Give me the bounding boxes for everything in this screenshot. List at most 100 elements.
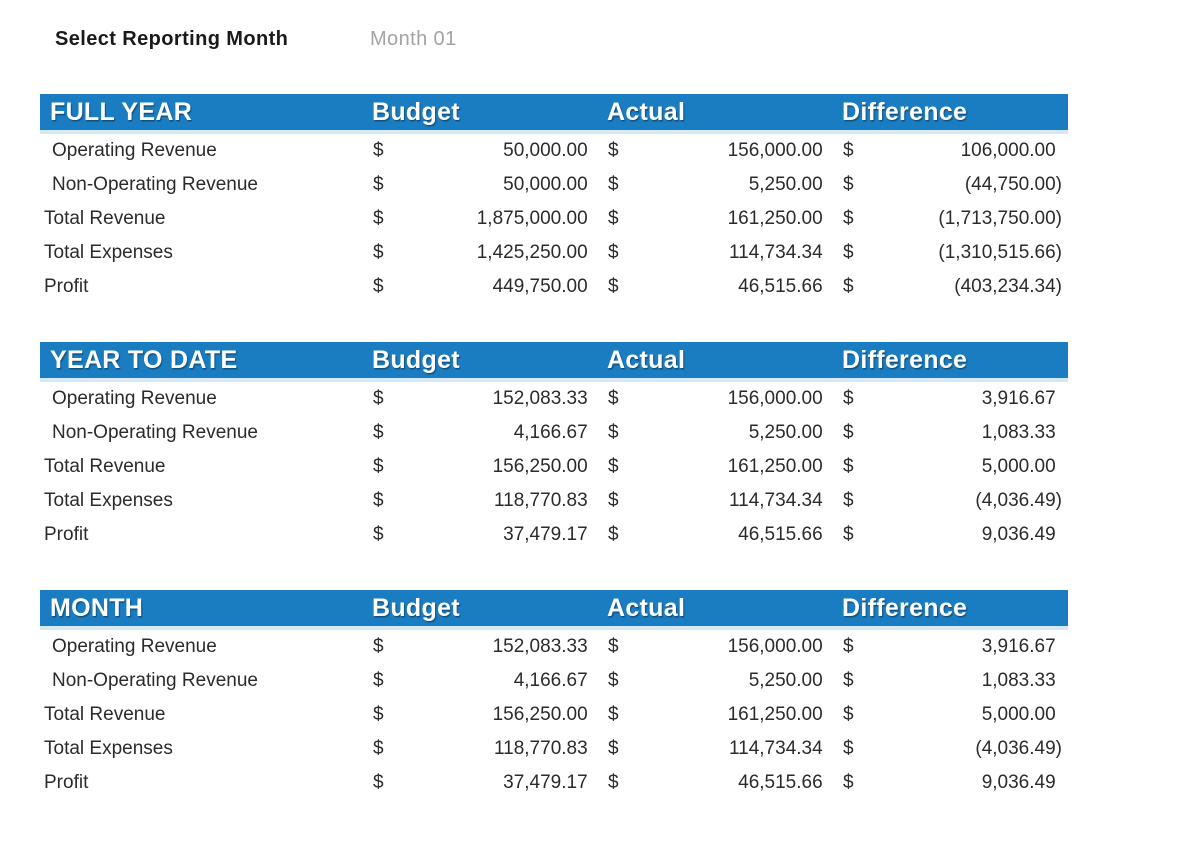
difference-cell: $ (403,234.34) [835,276,1068,298]
actual-cell: $ 5,250.00 [600,670,835,692]
currency-symbol: $ [843,388,854,409]
budget-cell: $ 37,479.17 [365,524,600,546]
actual-amount: 161,250.00 [727,208,823,229]
reporting-month-selector: Select Reporting Month Month 01 [55,28,1200,52]
currency-symbol: $ [608,242,619,263]
table-title: MONTH [50,593,144,622]
difference-cell: $ (44,750.00) [835,174,1068,196]
column-header-actual: Actual [607,593,686,622]
row-label: Operating Revenue [52,140,217,161]
currency-symbol: $ [843,670,854,691]
table-row: Profit $ 37,479.17 $ 46,515.66 $ 9,036.4… [40,518,1068,552]
difference-amount: (1,713,750.00) [938,208,1062,229]
currency-symbol: $ [843,208,854,229]
row-label: Operating Revenue [52,388,217,409]
actual-cell: $ 156,000.00 [600,140,835,162]
actual-cell: $ 161,250.00 [600,456,835,478]
difference-amount: 1,083.33 [981,670,1056,691]
currency-symbol: $ [608,670,619,691]
currency-symbol: $ [843,704,854,725]
difference-cell: $ (1,310,515.66) [835,242,1068,264]
currency-symbol: $ [608,276,619,297]
currency-symbol: $ [373,174,384,195]
difference-amount: 106,000.00 [960,140,1056,161]
budget-amount: 50,000.00 [503,174,588,195]
column-header-actual: Actual [607,97,686,126]
difference-cell: $ 9,036.49 [835,772,1068,794]
difference-amount: 9,036.49 [981,524,1056,545]
difference-amount: (1,310,515.66) [938,242,1062,263]
table-rows: Operating Revenue $ 152,083.33 $ 156,000… [40,382,1068,552]
budget-amount: 1,875,000.00 [476,208,588,229]
difference-amount: 5,000.00 [981,704,1056,725]
tables: FULL YEAR Budget Actual Difference Opera… [40,94,1068,800]
budget-cell: $ 50,000.00 [365,174,600,196]
currency-symbol: $ [608,208,619,229]
budget-cell: $ 1,875,000.00 [365,208,600,230]
actual-cell: $ 114,734.34 [600,242,835,264]
table-row: Total Revenue $ 1,875,000.00 $ 161,250.0… [40,202,1068,236]
table-year-to-date: YEAR TO DATE Budget Actual Difference Op… [40,342,1068,552]
actual-amount: 46,515.66 [738,772,823,793]
column-header-budget: Budget [372,97,460,126]
actual-cell: $ 46,515.66 [600,524,835,546]
table-row: Total Expenses $ 1,425,250.00 $ 114,734.… [40,236,1068,270]
budget-amount: 37,479.17 [503,524,588,545]
currency-symbol: $ [373,388,384,409]
row-label: Profit [44,524,89,545]
actual-amount: 114,734.34 [728,490,823,511]
budget-amount: 156,250.00 [492,456,588,477]
budget-cell: $ 156,250.00 [365,456,600,478]
difference-cell: $ 5,000.00 [835,704,1068,726]
currency-symbol: $ [373,242,384,263]
actual-amount: 156,000.00 [727,388,823,409]
budget-cell: $ 37,479.17 [365,772,600,794]
difference-cell: $ 5,000.00 [835,456,1068,478]
currency-symbol: $ [373,772,384,793]
reporting-month-dropdown[interactable]: Month 01 [370,28,457,50]
row-label: Total Expenses [44,242,173,263]
currency-symbol: $ [608,704,619,725]
table-full-year: FULL YEAR Budget Actual Difference Opera… [40,94,1068,304]
difference-cell: $ 106,000.00 [835,140,1068,162]
currency-symbol: $ [843,140,854,161]
difference-amount: (4,036.49) [975,738,1062,759]
difference-amount: 5,000.00 [981,456,1056,477]
table-row: Operating Revenue $ 152,083.33 $ 156,000… [40,382,1068,416]
difference-amount: (4,036.49) [975,490,1062,511]
difference-cell: $ (1,713,750.00) [835,208,1068,230]
difference-cell: $ 3,916.67 [835,388,1068,410]
budget-cell: $ 1,425,250.00 [365,242,600,264]
row-label: Non-Operating Revenue [52,670,258,691]
actual-cell: $ 5,250.00 [600,422,835,444]
currency-symbol: $ [608,456,619,477]
table-row: Total Revenue $ 156,250.00 $ 161,250.00 … [40,450,1068,484]
table-month: MONTH Budget Actual Difference Operating… [40,590,1068,800]
currency-symbol: $ [608,636,619,657]
table-row: Total Revenue $ 156,250.00 $ 161,250.00 … [40,698,1068,732]
table-header: FULL YEAR Budget Actual Difference [40,94,1068,134]
currency-symbol: $ [373,456,384,477]
actual-cell: $ 156,000.00 [600,388,835,410]
difference-cell: $ 9,036.49 [835,524,1068,546]
currency-symbol: $ [373,704,384,725]
row-label: Operating Revenue [52,636,217,657]
table-row: Non-Operating Revenue $ 4,166.67 $ 5,250… [40,416,1068,450]
currency-symbol: $ [373,738,384,759]
column-header-difference: Difference [842,345,968,374]
budget-cell: $ 156,250.00 [365,704,600,726]
table-row: Non-Operating Revenue $ 50,000.00 $ 5,25… [40,168,1068,202]
budget-cell: $ 4,166.67 [365,422,600,444]
budget-cell: $ 449,750.00 [365,276,600,298]
table-header: YEAR TO DATE Budget Actual Difference [40,342,1068,382]
table-row: Operating Revenue $ 50,000.00 $ 156,000.… [40,134,1068,168]
currency-symbol: $ [608,388,619,409]
table-row: Profit $ 37,479.17 $ 46,515.66 $ 9,036.4… [40,766,1068,800]
column-header-budget: Budget [372,593,460,622]
budget-amount: 37,479.17 [503,772,588,793]
row-label: Non-Operating Revenue [52,422,258,443]
select-reporting-month-label: Select Reporting Month [55,28,289,50]
currency-symbol: $ [843,276,854,297]
row-label: Total Revenue [44,208,166,229]
currency-symbol: $ [373,140,384,161]
